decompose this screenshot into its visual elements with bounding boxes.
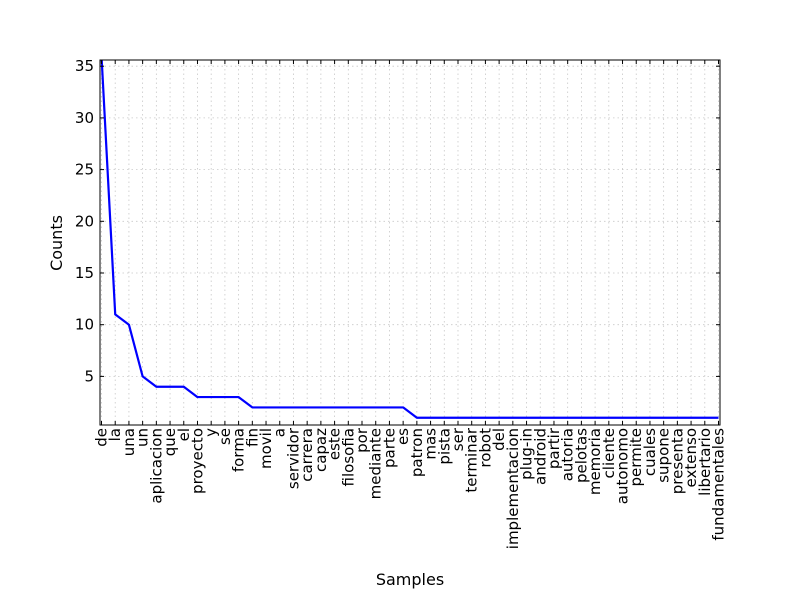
x-tick-label: plug-in <box>518 428 536 480</box>
x-tick-label: del <box>490 428 508 451</box>
x-tick-label: cliente <box>600 428 618 478</box>
x-tick-label: terminar <box>463 427 481 492</box>
y-tick-label: 30 <box>75 109 94 127</box>
x-tick-label: un <box>134 428 152 447</box>
x-tick-label: cuales <box>641 428 659 476</box>
x-tick-label: filosofia <box>339 428 357 486</box>
x-tick-label: una <box>120 428 138 456</box>
x-tick-label: implementacion <box>504 428 522 549</box>
x-tick-label: permite <box>627 428 645 487</box>
x-tick-label: el <box>175 428 193 441</box>
x-tick-label: extenso <box>682 428 700 487</box>
y-tick-label: 35 <box>75 57 94 75</box>
x-tick-label: que <box>161 428 179 456</box>
x-tick-label: proyecto <box>188 428 206 494</box>
x-tick-label: se <box>216 428 234 445</box>
series-line <box>100 60 719 419</box>
x-tick-label: libertario <box>696 428 714 496</box>
x-tick-label: pista <box>435 428 453 465</box>
x-tick-label: partir <box>545 427 563 469</box>
x-tick-label: movil <box>257 428 275 469</box>
x-tick-label: la <box>106 428 124 441</box>
series-layer <box>100 60 719 419</box>
x-tick-label: de <box>93 428 111 447</box>
x-tick-label: parte <box>380 428 398 468</box>
x-tick-label: fundamentales <box>710 428 728 541</box>
x-tick-label: robot <box>476 428 494 468</box>
x-tick-label: capaz <box>312 428 330 472</box>
y-tick-label: 15 <box>75 264 94 282</box>
x-tick-label: servidor <box>284 427 302 489</box>
x-tick-label: es <box>394 428 412 445</box>
y-tick-label: 25 <box>75 161 94 179</box>
x-tick-label: memoria <box>586 428 604 495</box>
x-tick-label: autonomo <box>614 428 632 504</box>
x-tick-label: autoria <box>559 428 577 481</box>
x-tick-label: este <box>326 428 344 460</box>
y-tick-label: 5 <box>84 367 94 385</box>
x-tick-label: aplicacion <box>147 428 165 504</box>
x-tick-label: pelotas <box>572 428 590 483</box>
y-axis-label: Counts <box>47 215 66 271</box>
x-tick-label: a <box>271 428 289 437</box>
x-tick-label: mediante <box>367 428 385 499</box>
x-tick-label: ser <box>449 427 467 451</box>
plot-frame <box>99 59 721 426</box>
x-tick-label: fin <box>243 428 261 447</box>
x-tick-label: patron <box>408 428 426 477</box>
x-tick-label: por <box>353 427 371 453</box>
x-tick-label: mas <box>422 428 440 460</box>
x-tick-label: presenta <box>668 428 686 494</box>
x-axis-label: Samples <box>376 570 444 589</box>
x-tick-label: forma <box>230 428 248 472</box>
ticks: 5101520253035delaunaunaplicacionqueelpro… <box>75 57 728 549</box>
x-tick-label: y <box>202 428 220 437</box>
x-tick-label: supone <box>655 428 673 483</box>
y-tick-label: 10 <box>75 316 94 334</box>
y-tick-label: 20 <box>75 212 94 230</box>
x-tick-label: android <box>531 428 549 485</box>
x-tick-label: carrera <box>298 428 316 482</box>
